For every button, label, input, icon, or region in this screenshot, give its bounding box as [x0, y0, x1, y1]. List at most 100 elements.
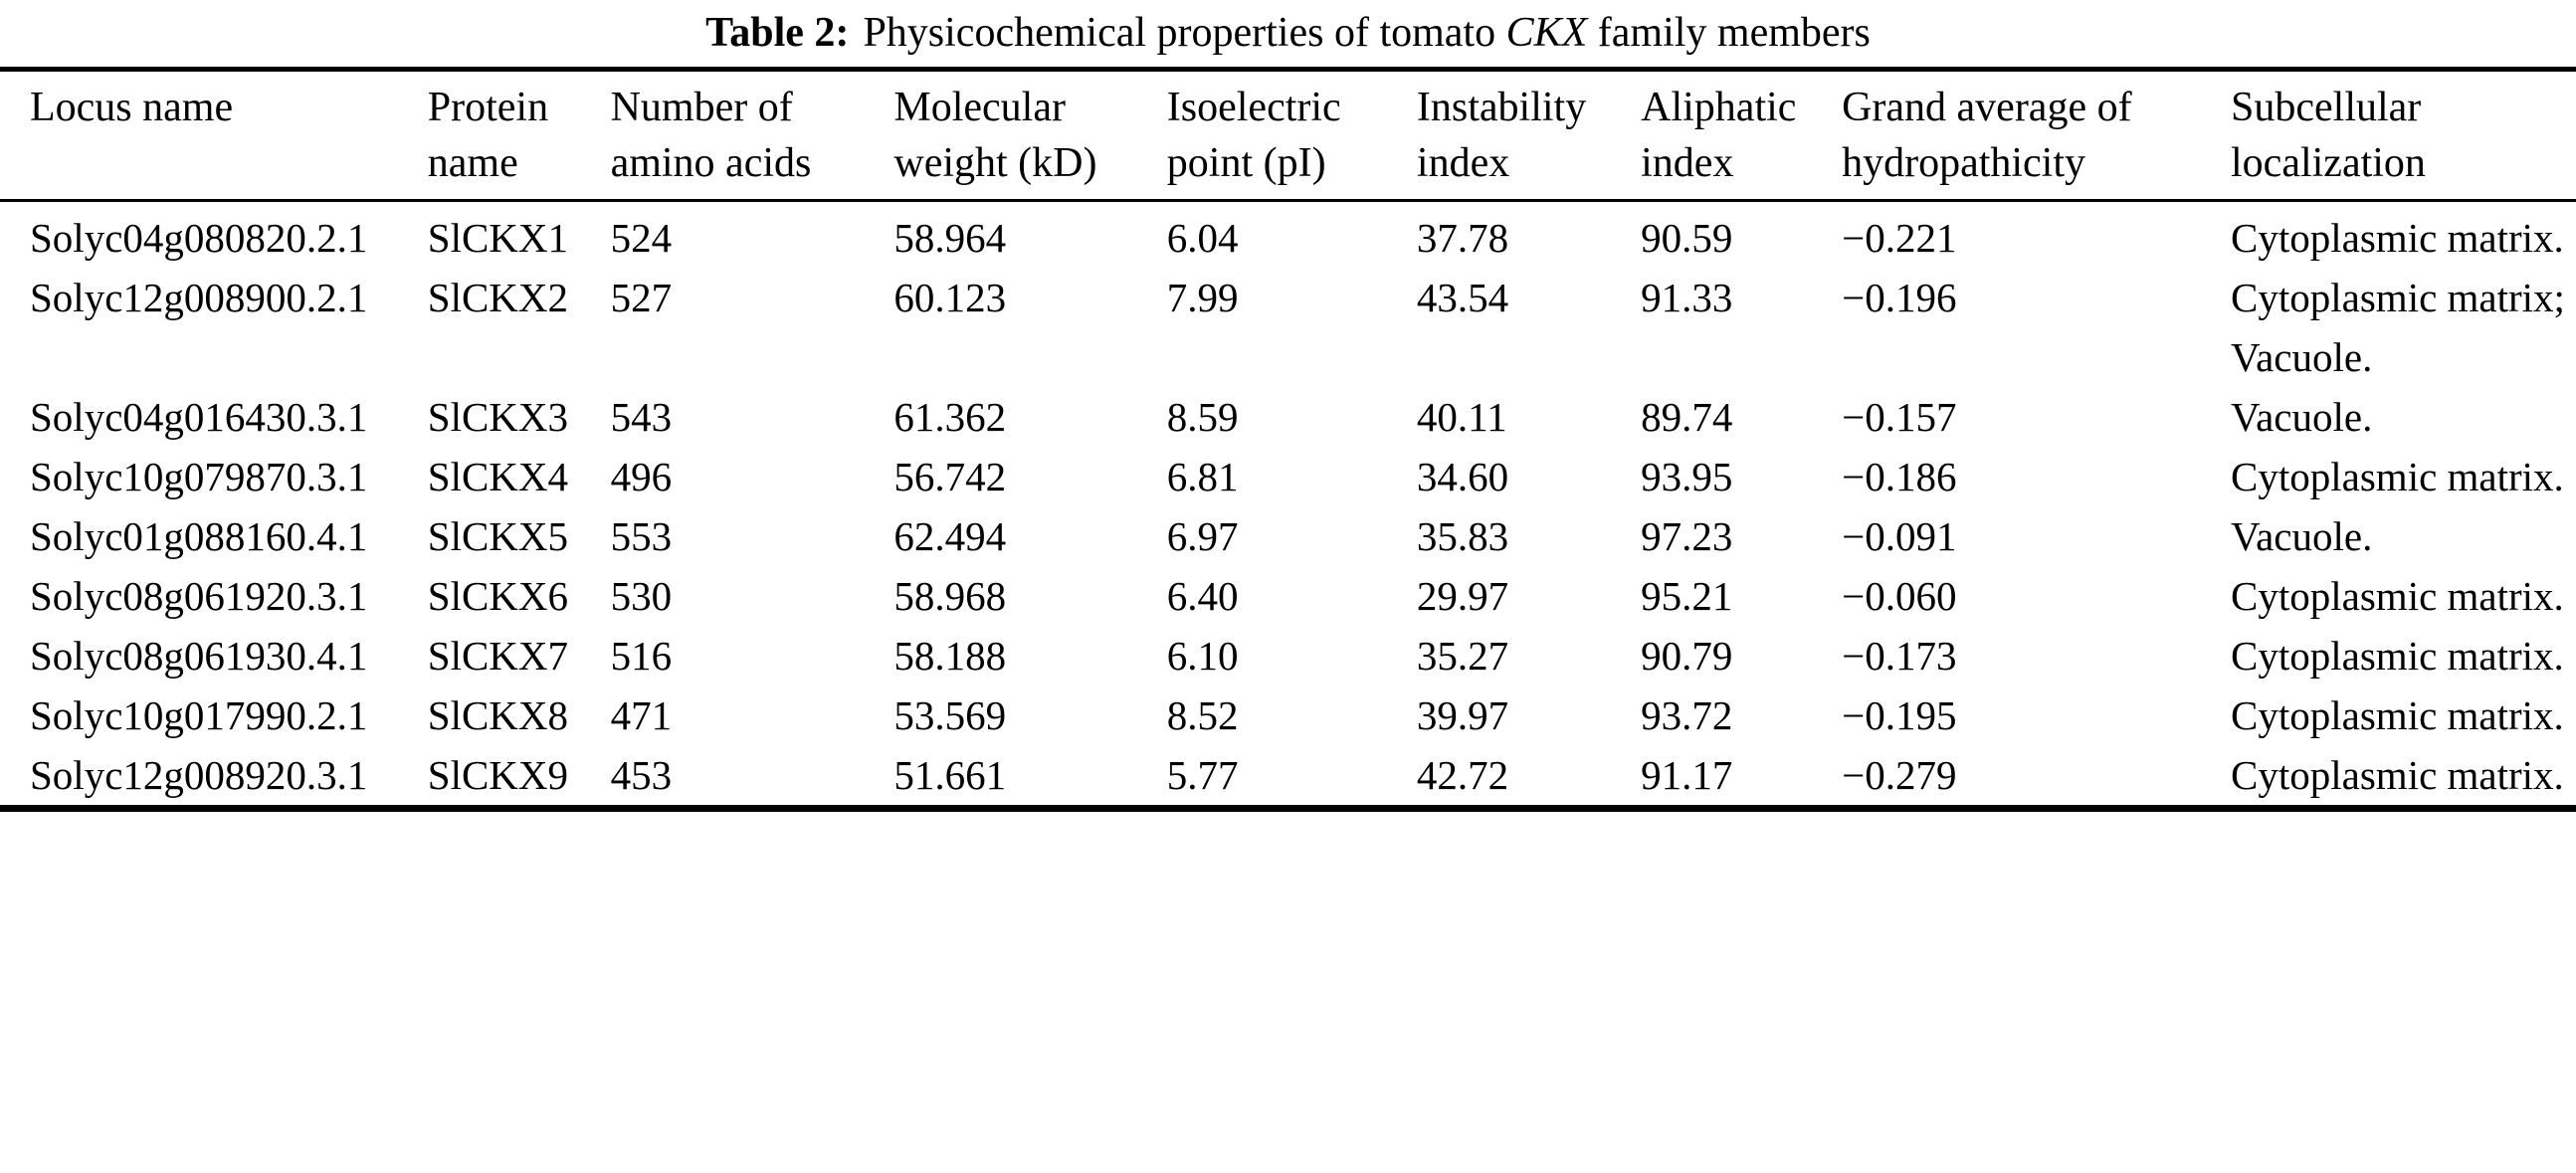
table-caption-italic-term: CKX [1505, 10, 1588, 56]
table-cell-instability-index: 35.83 [1416, 513, 1509, 559]
table-cell-gravy: −0.279 [1842, 752, 1957, 798]
column-header-amino-acids: Number of amino acids [610, 69, 894, 202]
table-cell-molecular-weight: 58.188 [893, 633, 1007, 679]
table-cell-gravy: −0.173 [1842, 633, 1957, 679]
table-cell-molecular-weight: 53.569 [893, 692, 1007, 738]
table-cell-isoelectric-point: 6.97 [1166, 513, 1239, 559]
table-cell-protein: SlCKX7 [427, 633, 569, 679]
table-cell-gravy: −0.195 [1842, 692, 1957, 738]
table-cell-localization: Vacuole. [2231, 513, 2373, 559]
table-cell-amino-acids: 471 [610, 692, 673, 738]
table-cell-isoelectric-point: 6.04 [1166, 215, 1239, 261]
table-cell-locus: Solyc08g061920.3.1 [30, 573, 368, 619]
table-cell-aliphatic-index: 90.59 [1641, 215, 1733, 261]
table-cell-locus: Solyc10g079870.3.1 [30, 454, 368, 499]
table-cell-gravy: −0.060 [1842, 573, 1957, 619]
table-cell-gravy: −0.186 [1842, 454, 1957, 499]
table-row: Solyc10g017990.2.1 SlCKX8 471 53.569 8.5… [0, 685, 2576, 745]
table-cell-locus: Solyc01g088160.4.1 [30, 513, 368, 559]
table-caption-label: Table 2: [705, 10, 850, 56]
table-cell-localization: Cytoplasmic matrix. [2231, 215, 2564, 261]
table-cell-isoelectric-point: 6.40 [1166, 573, 1239, 619]
table-cell-isoelectric-point: 6.10 [1166, 633, 1239, 679]
table-cell-amino-acids: 496 [610, 454, 673, 499]
table-cell-molecular-weight: 62.494 [893, 513, 1007, 559]
table-cell-gravy: −0.157 [1842, 394, 1957, 440]
table-cell-amino-acids: 543 [610, 394, 673, 440]
table-cell-localization: Cytoplasmic matrix; Vacuole. [2231, 275, 2565, 380]
table-cell-isoelectric-point: 7.99 [1166, 275, 1239, 320]
table-cell-aliphatic-index: 91.17 [1641, 752, 1733, 798]
table-cell-aliphatic-index: 93.95 [1641, 454, 1733, 499]
table-cell-amino-acids: 530 [610, 573, 673, 619]
table-cell-instability-index: 29.97 [1416, 573, 1509, 619]
table-cell-isoelectric-point: 8.52 [1166, 692, 1239, 738]
column-header-aliphatic-index: Aliphatic index [1641, 69, 1843, 202]
table-cell-molecular-weight: 61.362 [893, 394, 1007, 440]
table-cell-instability-index: 43.54 [1416, 275, 1509, 320]
table-cell-protein: SlCKX5 [427, 513, 569, 559]
table-cell-amino-acids: 527 [610, 275, 673, 320]
table-cell-locus: Solyc12g008900.2.1 [30, 275, 368, 320]
table-cell-gravy: −0.196 [1842, 275, 1957, 320]
table-cell-isoelectric-point: 6.81 [1166, 454, 1239, 499]
table-cell-amino-acids: 524 [610, 215, 673, 261]
table-row: Solyc01g088160.4.1 SlCKX5 553 62.494 6.9… [0, 506, 2576, 566]
table-cell-localization: Cytoplasmic matrix. [2231, 633, 2564, 679]
table-cell-locus: Solyc04g080820.2.1 [30, 215, 368, 261]
table-cell-amino-acids: 516 [610, 633, 673, 679]
table-cell-isoelectric-point: 8.59 [1166, 394, 1239, 440]
table-cell-instability-index: 34.60 [1416, 454, 1509, 499]
header-row: Locus name Protein name Number of amino … [0, 69, 2576, 202]
column-header-protein-name: Protein name [427, 69, 611, 202]
table-cell-instability-index: 35.27 [1416, 633, 1509, 679]
table-cell-amino-acids: 453 [610, 752, 673, 798]
column-header-molecular-weight: Molecular weight (kD) [893, 69, 1167, 202]
table-cell-instability-index: 39.97 [1416, 692, 1509, 738]
table-row: Solyc10g079870.3.1 SlCKX4 496 56.742 6.8… [0, 447, 2576, 506]
table-cell-instability-index: 40.11 [1416, 394, 1507, 440]
table-cell-protein: SlCKX9 [427, 752, 569, 798]
table-cell-gravy: −0.221 [1842, 215, 1957, 261]
column-header-instability-index: Instability index [1416, 69, 1642, 202]
table-cell-localization: Cytoplasmic matrix. [2231, 692, 2564, 738]
table-cell-locus: Solyc12g008920.3.1 [30, 752, 368, 798]
table-row: Solyc12g008900.2.1 SlCKX2 527 60.123 7.9… [0, 268, 2576, 387]
table-cell-molecular-weight: 56.742 [893, 454, 1007, 499]
table-cell-localization: Cytoplasmic matrix. [2231, 573, 2564, 619]
physicochemical-properties-table: Locus name Protein name Number of amino … [0, 67, 2576, 812]
table-cell-protein: SlCKX6 [427, 573, 569, 619]
table-row: Solyc04g016430.3.1 SlCKX3 543 61.362 8.5… [0, 387, 2576, 447]
table-row: Solyc08g061920.3.1 SlCKX6 530 58.968 6.4… [0, 566, 2576, 626]
table-cell-molecular-weight: 58.964 [893, 215, 1007, 261]
table-cell-aliphatic-index: 90.79 [1641, 633, 1733, 679]
table-cell-aliphatic-index: 95.21 [1641, 573, 1733, 619]
table-cell-aliphatic-index: 93.72 [1641, 692, 1733, 738]
table-cell-instability-index: 37.78 [1416, 215, 1509, 261]
table-caption-text: Physicochemical properties of tomato [863, 10, 1506, 56]
column-header-isoelectric-point: Isoelectric point (pI) [1166, 69, 1417, 202]
column-header-locus-name: Locus name [0, 69, 428, 202]
table-row: Solyc12g008920.3.1 SlCKX9 453 51.661 5.7… [0, 745, 2576, 809]
column-header-gravy: Grand average of hydropathicity [1842, 69, 2232, 202]
table-cell-molecular-weight: 51.661 [893, 752, 1007, 798]
table-cell-molecular-weight: 58.968 [893, 573, 1007, 619]
column-header-subcellular-localization: Subcellular localization [2231, 69, 2576, 202]
table-cell-molecular-weight: 60.123 [893, 275, 1007, 320]
table-cell-protein: SlCKX1 [427, 215, 569, 261]
table-caption: Table 2: Physicochemical properties of to… [0, 0, 2576, 67]
table-cell-aliphatic-index: 91.33 [1641, 275, 1733, 320]
table-cell-localization: Vacuole. [2231, 394, 2373, 440]
table-cell-protein: SlCKX2 [427, 275, 569, 320]
table-cell-locus: Solyc08g061930.4.1 [30, 633, 368, 679]
table-cell-protein: SlCKX4 [427, 454, 569, 499]
table-cell-localization: Cytoplasmic matrix. [2231, 454, 2564, 499]
table-row: Solyc08g061930.4.1 SlCKX7 516 58.188 6.1… [0, 626, 2576, 685]
table-cell-protein: SlCKX8 [427, 692, 569, 738]
table-cell-aliphatic-index: 89.74 [1641, 394, 1733, 440]
table-cell-localization: Cytoplasmic matrix. [2231, 752, 2564, 798]
table-cell-locus: Solyc10g017990.2.1 [30, 692, 368, 738]
table-cell-amino-acids: 553 [610, 513, 673, 559]
table-cell-aliphatic-index: 97.23 [1641, 513, 1733, 559]
